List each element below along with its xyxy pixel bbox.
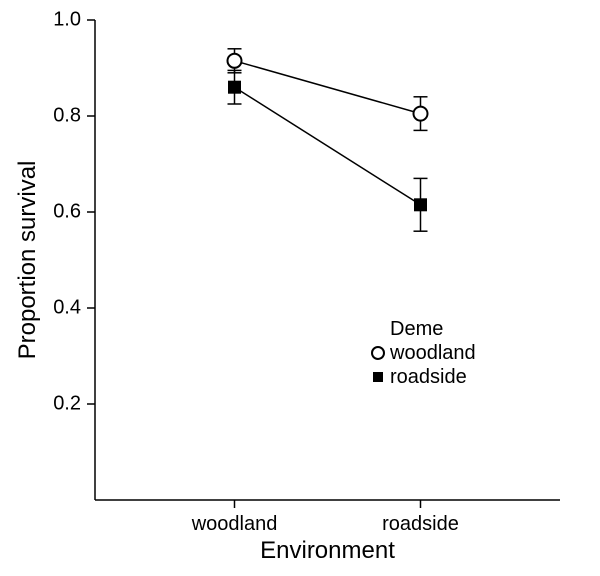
y-tick-label: 0.4 xyxy=(53,296,81,318)
y-tick-label: 0.8 xyxy=(53,104,81,126)
series-line-roadside xyxy=(235,87,421,205)
survival-chart: 0.2 0.4 0.6 0.8 1.0 Proportion survival woodla… xyxy=(0,0,600,576)
y-tick-label: 0.2 xyxy=(53,392,81,414)
legend-title: Deme xyxy=(390,318,443,340)
legend-item-label: roadside xyxy=(390,366,467,388)
marker-filled-square xyxy=(415,199,427,211)
y-tick-label: 1.0 xyxy=(53,8,81,30)
marker-open-circle xyxy=(228,54,242,68)
legend-item-label: woodland xyxy=(389,342,476,364)
marker-filled-square xyxy=(229,81,241,93)
x-axis-label: Environment xyxy=(260,537,395,564)
legend-marker-open-circle xyxy=(372,347,384,359)
x-tick-label: woodland xyxy=(191,513,278,535)
marker-open-circle xyxy=(414,107,428,121)
chart-container: 0.2 0.4 0.6 0.8 1.0 Proportion survival woodla… xyxy=(0,0,600,576)
y-axis-label: Proportion survival xyxy=(14,161,41,360)
x-tick-label: roadside xyxy=(382,513,459,535)
y-tick-label: 0.6 xyxy=(53,200,81,222)
legend-marker-filled-square xyxy=(373,372,383,382)
